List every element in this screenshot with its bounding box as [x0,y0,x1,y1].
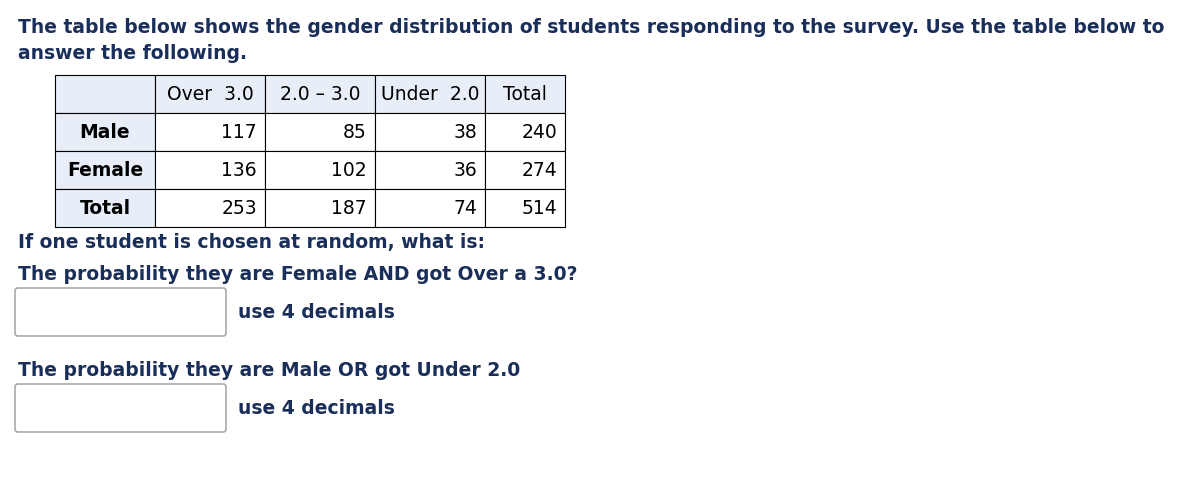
Text: If one student is chosen at random, what is:: If one student is chosen at random, what… [18,233,484,252]
Text: 117: 117 [221,122,257,142]
Bar [264,189,375,227]
Text: 74: 74 [453,198,477,218]
Bar [264,151,375,189]
FancyBboxPatch shape [14,384,226,432]
Text: use 4 decimals: use 4 decimals [238,302,395,321]
Bar [155,113,264,151]
Bar [484,151,565,189]
Bar [55,113,155,151]
Bar [375,189,484,227]
Bar [264,113,375,151]
Bar [484,75,565,113]
Text: 136: 136 [221,161,257,179]
Text: 2.0 – 3.0: 2.0 – 3.0 [280,84,361,103]
Text: 85: 85 [344,122,367,142]
Text: 253: 253 [221,198,257,218]
Text: 36: 36 [453,161,477,179]
Text: use 4 decimals: use 4 decimals [238,398,395,417]
Bar [55,151,155,189]
Text: The probability they are Male OR got Under 2.0: The probability they are Male OR got Und… [18,361,520,380]
Text: The probability they are Female AND got Over a 3.0?: The probability they are Female AND got … [18,265,577,284]
Text: Total: Total [504,84,547,103]
Text: 187: 187 [332,198,367,218]
Text: answer the following.: answer the following. [18,44,246,63]
Bar [375,75,484,113]
Text: 274: 274 [522,161,557,179]
Text: Total: Total [79,198,131,218]
Bar [484,189,565,227]
Text: The table below shows the gender distribution of students responding to the surv: The table below shows the gender distrib… [18,18,1165,37]
Bar [55,75,155,113]
Text: 514: 514 [522,198,557,218]
Bar [484,113,565,151]
Text: Under  2.0: Under 2.0 [381,84,480,103]
Bar [155,75,264,113]
Text: 102: 102 [332,161,367,179]
Bar [375,151,484,189]
Text: Female: Female [67,161,143,179]
Bar [155,151,264,189]
Text: 38: 38 [453,122,477,142]
Text: 240: 240 [522,122,557,142]
Text: Over  3.0: Over 3.0 [167,84,254,103]
FancyBboxPatch shape [14,288,226,336]
Bar [155,189,264,227]
Bar [55,189,155,227]
Text: Male: Male [79,122,130,142]
Bar [375,113,484,151]
Bar [264,75,375,113]
